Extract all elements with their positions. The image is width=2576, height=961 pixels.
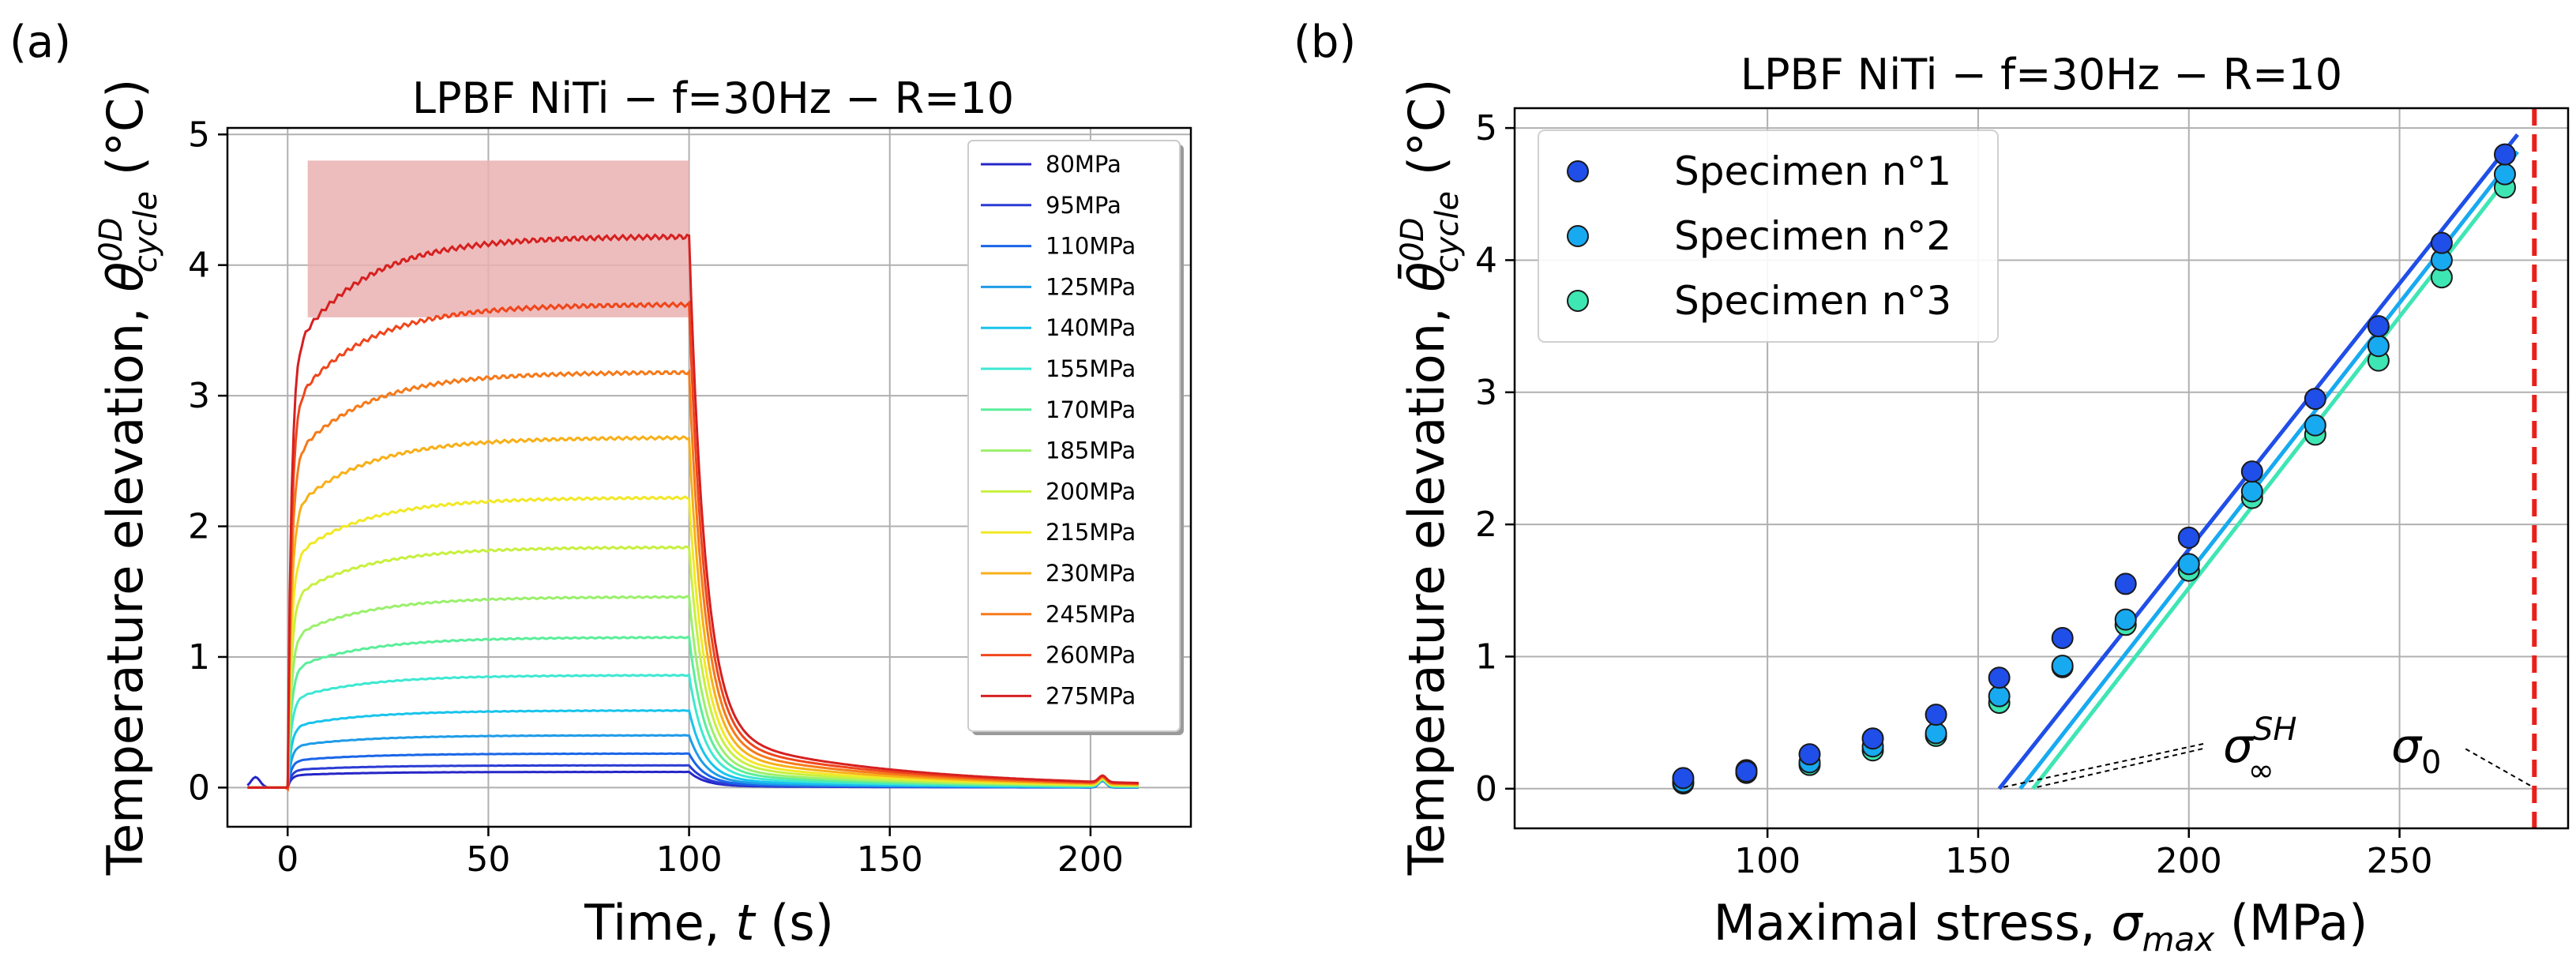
- legend-entry-label: 185MPa: [1046, 437, 1136, 464]
- annotation-leader: [2003, 743, 2204, 788]
- legend-marker: [1567, 225, 1589, 247]
- annotation-leader: [2037, 748, 2204, 788]
- legend-entry-label: Specimen n°3: [1674, 278, 1951, 324]
- legend-entry-label: 80MPa: [1046, 151, 1121, 178]
- y-tick-label: 2: [1475, 505, 1497, 545]
- x-axis-label-b: Maximal stress, σmax (MPa): [1714, 894, 2368, 959]
- x-tick-label: 200: [1057, 839, 1124, 880]
- legend-entry-label: 170MPa: [1046, 396, 1136, 423]
- legend-entry-label: 95MPa: [1046, 192, 1121, 219]
- legend-b: Specimen n°1 Specimen n°2 Specimen n°3: [1538, 130, 1999, 343]
- legend-entry-label: 155MPa: [1046, 355, 1136, 382]
- chart-panel-a: (a) LPBF NiTi − f=30Hz − R=10 0 50 100 150 2…: [9, 17, 1192, 952]
- legend-entry-label: 275MPa: [1046, 682, 1136, 709]
- y-tick-label: 0: [188, 768, 210, 808]
- legend-marker: [1567, 290, 1589, 312]
- shaded-band: [307, 160, 689, 317]
- plot-frame-b: [1513, 107, 2570, 830]
- legend-marker: [1567, 160, 1589, 182]
- annotations-b: σSH ∞ σ0: [2003, 711, 2531, 789]
- y-tick-label: 3: [188, 376, 210, 416]
- scatter-point-specimen-1: [2051, 627, 2074, 650]
- scatter-point-specimen-1: [2430, 231, 2453, 254]
- annotation-leader: [2461, 746, 2531, 786]
- scatter-point-specimen-1: [1735, 760, 1758, 783]
- legend-entry-label: 230MPa: [1046, 560, 1136, 587]
- series-lines-a: [246, 233, 1139, 792]
- y-tick-label: 5: [1475, 108, 1497, 148]
- legend-entry-label: 215MPa: [1046, 519, 1136, 546]
- chart-title-b: LPBF NiTi − f=30Hz − R=10: [1740, 50, 2342, 99]
- plot-frame-a: [226, 126, 1192, 828]
- scatter-point-specimen-1: [1924, 704, 1947, 726]
- series-line-260MPa: [247, 300, 1139, 791]
- scatter-point-specimen-1: [2114, 572, 2137, 595]
- y-tick-label: 2: [188, 507, 210, 547]
- x-tick-label: 0: [276, 839, 299, 880]
- x-tick-label: 200: [2156, 841, 2222, 881]
- scatter-point-specimen-2: [2367, 335, 2390, 358]
- scatter-point-specimen-2: [2177, 553, 2200, 576]
- scatter-point-specimen-1: [1798, 743, 1821, 766]
- chart-panel-b: (b) LPBF NiTi − f=30Hz − R=10 100 150 200 2…: [1294, 17, 2570, 959]
- chart-title-a: LPBF NiTi − f=30Hz − R=10: [412, 73, 1014, 123]
- y-tick-label: 5: [188, 114, 210, 155]
- ticks-a: 0 50 100 150 200 0 1 2 3 4 5: [188, 114, 1124, 880]
- y-tick-label: 4: [188, 246, 210, 286]
- scatter-point-specimen-1: [2304, 388, 2326, 411]
- scatter-point-specimen-2: [2240, 480, 2263, 503]
- series-line-275MPa: [247, 233, 1139, 789]
- series-line-245MPa: [247, 368, 1139, 792]
- legend-box: [1538, 130, 1999, 343]
- scatter-point-specimen-2: [2051, 655, 2074, 678]
- series-line-230MPa: [247, 435, 1139, 790]
- scatter-point-specimen-1: [1988, 666, 2011, 689]
- x-axis-label-a: Time, t (s): [584, 894, 834, 952]
- legend-entry-label: Specimen n°1: [1674, 148, 1951, 194]
- scatter-point-specimen-1: [2177, 526, 2200, 549]
- y-axis-label-a: Temperature elevation, θ0Dcycle (°C): [93, 79, 164, 877]
- annotation-sigma-0: σ0: [2391, 719, 2441, 781]
- x-tick-label: 100: [1734, 841, 1801, 881]
- panel-label-b: (b): [1294, 17, 1356, 68]
- y-tick-label: 1: [1475, 636, 1497, 677]
- scatter-points-b: [1672, 143, 2516, 795]
- x-tick-label: 150: [857, 839, 923, 880]
- x-tick-label: 50: [466, 839, 510, 880]
- x-tick-label: 250: [2367, 841, 2433, 881]
- y-tick-label: 1: [188, 637, 210, 678]
- y-axis-label-b: Temperature elevation, θ̄0Dcycle (°C): [1395, 79, 1466, 877]
- scatter-point-specimen-1: [1861, 727, 1884, 750]
- scatter-point-specimen-2: [1988, 685, 2011, 708]
- panel-label-a: (a): [9, 17, 71, 68]
- y-tick-label: 0: [1475, 769, 1497, 809]
- scatter-point-specimen-1: [2367, 315, 2390, 338]
- legend-entry-label: 140MPa: [1046, 314, 1136, 341]
- legend-entry-label: 125MPa: [1046, 273, 1136, 300]
- scatter-point-specimen-1: [1672, 767, 1695, 790]
- legend-a: 80MPa 95MPa 110MPa 125MPa 140MPa 155MPa 170MPa…: [967, 140, 1184, 735]
- ticks-b: 100 150 200 250 0 1 2 3 4 5: [1475, 108, 2433, 881]
- annotation-sigma-infinity-sh: σSH ∞: [2223, 711, 2297, 789]
- scatter-point-specimen-2: [2114, 608, 2137, 631]
- legend-box: [967, 140, 1181, 732]
- x-tick-label: 100: [656, 839, 723, 880]
- legend-entry-label: 110MPa: [1046, 233, 1136, 260]
- scatter-point-specimen-2: [2304, 414, 2326, 437]
- y-tick-label: 4: [1475, 240, 1497, 280]
- grid-b: [1515, 108, 2568, 828]
- scatter-point-specimen-1: [2493, 143, 2516, 166]
- scatter-point-specimen-2: [1924, 722, 1947, 745]
- legend-entry-label: 200MPa: [1046, 478, 1136, 505]
- legend-entry-label: Specimen n°2: [1674, 213, 1951, 259]
- legend-entry-label: 245MPa: [1046, 601, 1136, 628]
- scatter-point-specimen-2: [2493, 163, 2516, 186]
- x-tick-label: 150: [1945, 841, 2011, 881]
- y-tick-label: 3: [1475, 373, 1497, 413]
- legend-entry-label: 260MPa: [1046, 642, 1136, 669]
- scatter-point-specimen-1: [2240, 460, 2263, 483]
